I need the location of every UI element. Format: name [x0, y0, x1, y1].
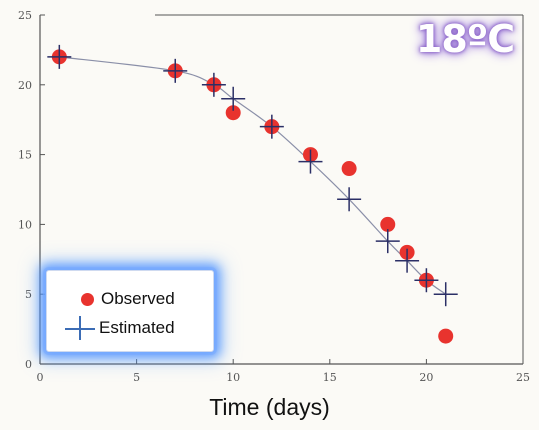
estimated-point [337, 187, 362, 212]
observed-marker-icon [81, 292, 94, 306]
y-tick-label: 20 [18, 79, 32, 92]
plot-frame [39, 14, 524, 365]
estimated-point [375, 229, 400, 254]
estimated-point [221, 86, 246, 111]
estimated-point [259, 114, 284, 139]
observed-point [438, 328, 454, 344]
x-axis-title: Time (days) [209, 394, 330, 420]
estimated-point [298, 149, 323, 174]
estimated-marker-icon [65, 316, 95, 340]
x-tick-label: 25 [516, 371, 530, 384]
y-tick-label: 0 [25, 358, 32, 371]
observed-point [341, 161, 357, 177]
y-tick-label: 15 [18, 149, 32, 162]
tick-layer: 0 5 10 15 20 25 0 5 10 15 20 25 [18, 9, 530, 384]
x-tick-label: 5 [133, 371, 140, 384]
legend-entry-estimated: Estimated [65, 316, 175, 340]
y-tick-label: 5 [25, 288, 32, 301]
estimated-point [433, 282, 458, 307]
x-tick-label: 10 [226, 371, 240, 384]
estimated-curve [59, 56, 447, 295]
estimated-point [414, 268, 439, 293]
temperature-badge: 18ºC [415, 17, 515, 61]
x-tick-label: 15 [323, 371, 337, 384]
estimated-point [47, 44, 72, 69]
estimated-point [201, 72, 226, 97]
estimated-point [395, 248, 420, 273]
observed-point [225, 105, 241, 121]
legend-label-observed: Observed [101, 289, 175, 308]
legend-label-estimated: Estimated [99, 318, 175, 337]
estimated-point [163, 58, 188, 83]
x-tick-label: 20 [419, 371, 433, 384]
observed-point [380, 216, 396, 232]
curve-layer [59, 56, 447, 295]
x-tick-label: 0 [37, 371, 44, 384]
marker-layer [47, 44, 458, 344]
legend-entry-observed: Observed [81, 287, 175, 311]
y-tick-label: 10 [18, 218, 32, 231]
y-tick-label: 25 [18, 9, 32, 22]
legend: Observed Estimated [46, 270, 214, 352]
